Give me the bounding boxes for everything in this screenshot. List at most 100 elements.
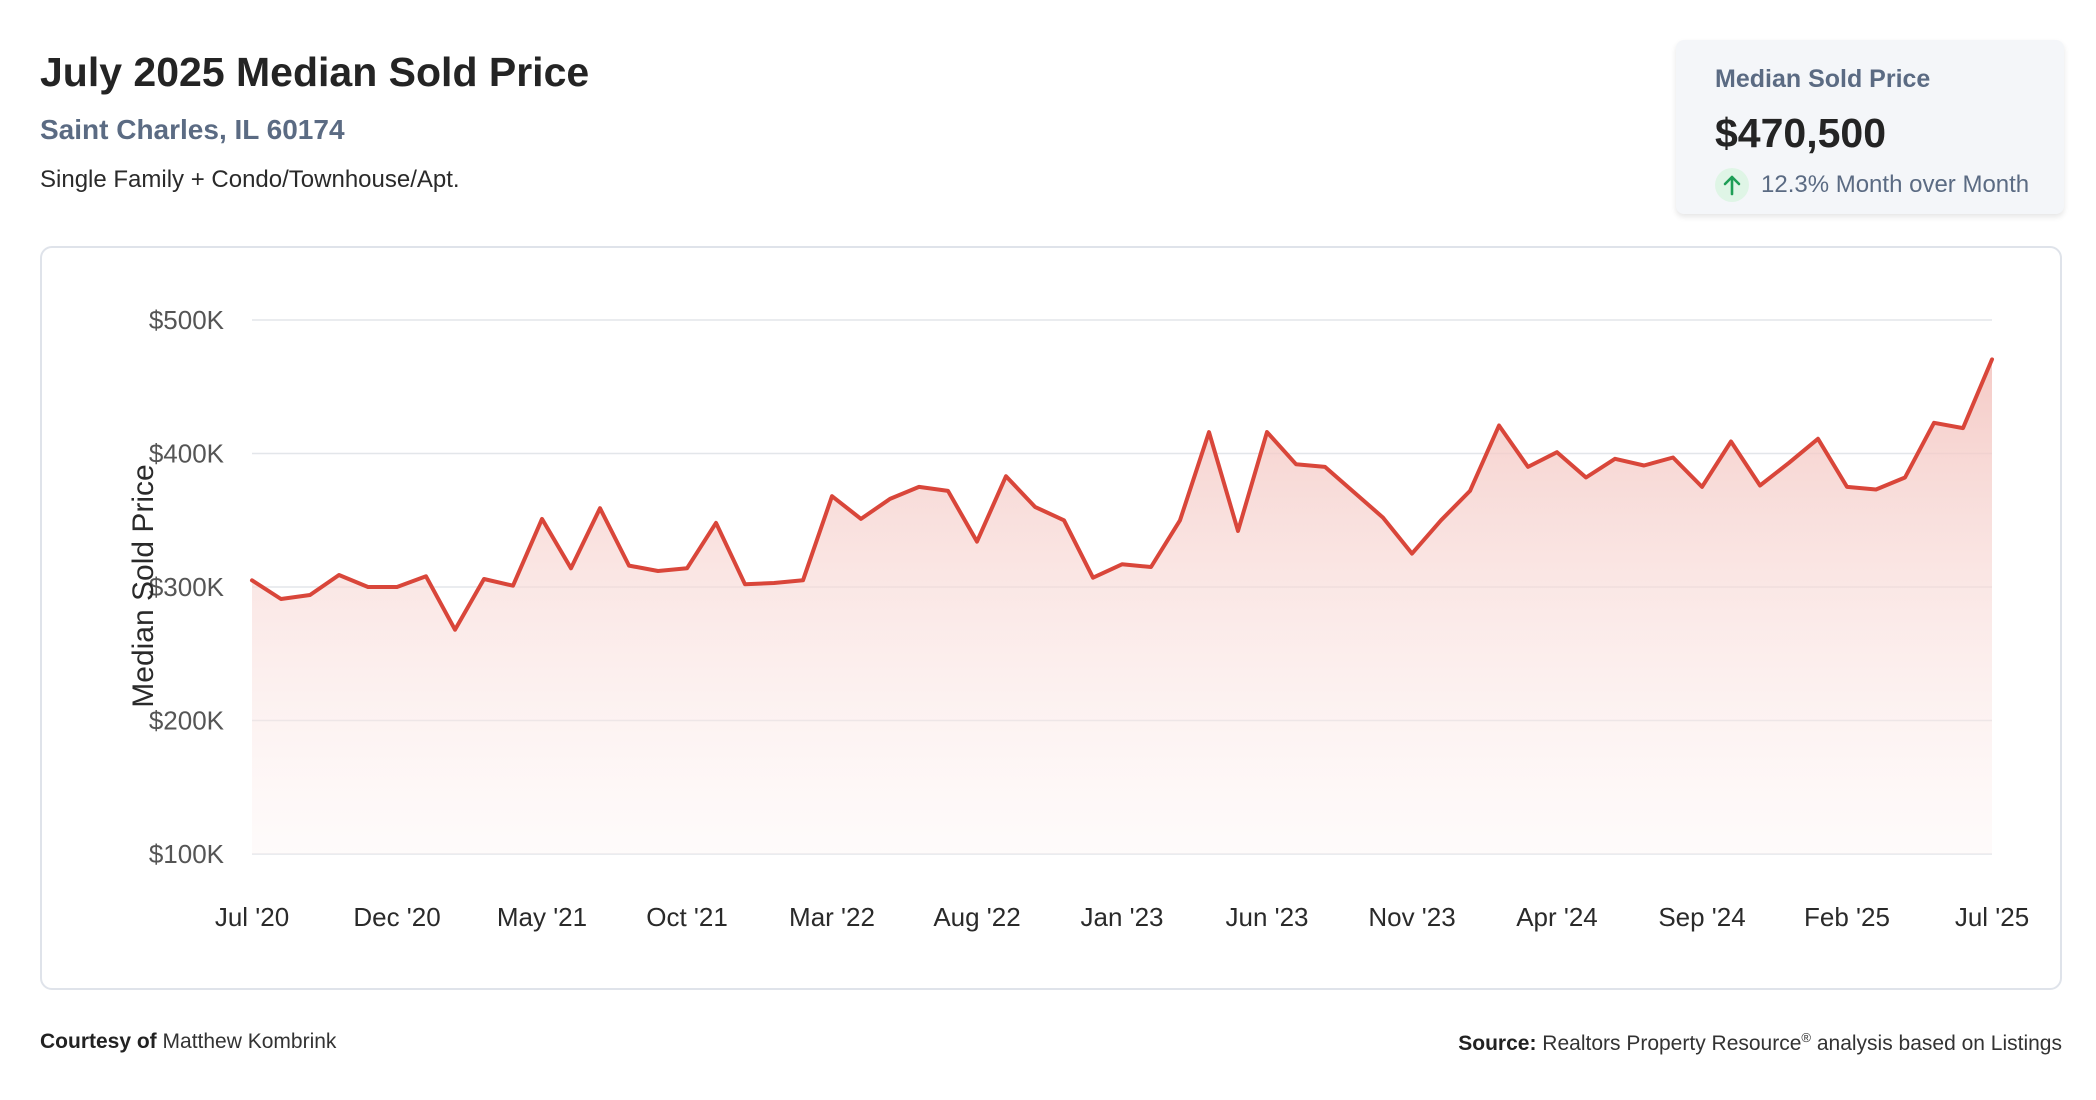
y-tick-label: $400K [149, 439, 225, 469]
y-axis-label: Median Sold Price [127, 464, 160, 707]
courtesy-footer: Courtesy of Matthew Kombrink [40, 1030, 336, 1054]
source-label: Source: [1458, 1032, 1537, 1055]
data-point[interactable] [1580, 472, 1592, 484]
data-point[interactable] [246, 574, 258, 586]
data-point[interactable] [1667, 452, 1679, 464]
registered-mark: ® [1801, 1030, 1811, 1045]
data-point[interactable] [1754, 480, 1766, 492]
data-point[interactable] [768, 577, 780, 589]
data-point[interactable] [449, 624, 461, 636]
data-point[interactable] [1493, 419, 1505, 431]
data-point[interactable] [1928, 417, 1940, 429]
y-tick-label: $200K [149, 706, 225, 736]
up-arrow-glyph [1723, 175, 1741, 196]
x-axis-ticks: Jul '20 Dec '20 May '21 Oct '21 Mar '22 Aug '… [215, 902, 2029, 932]
kpi-card: Median Sold Price $470,500 12.3% Month o… [1676, 40, 2064, 214]
data-point[interactable] [1638, 460, 1650, 472]
chart-frame: $500K $400K $300K $200K $100K Jul '20 Dec '20… [40, 246, 2062, 990]
data-point[interactable] [1145, 561, 1157, 573]
data-point[interactable] [507, 580, 519, 592]
data-point[interactable] [1203, 426, 1215, 438]
data-point[interactable] [536, 513, 548, 525]
area-fill-path [252, 359, 1992, 854]
data-point[interactable] [681, 562, 693, 574]
data-point[interactable] [391, 581, 403, 593]
data-point[interactable] [623, 560, 635, 572]
data-point[interactable] [971, 536, 983, 548]
x-tick-label: Dec '20 [353, 902, 440, 932]
x-tick-label: Mar '22 [789, 902, 875, 932]
source-text: Realtors Property Resource [1542, 1032, 1802, 1055]
data-point[interactable] [275, 593, 287, 605]
data-point[interactable] [797, 574, 809, 586]
data-point[interactable] [1000, 470, 1012, 482]
data-point[interactable] [1551, 446, 1563, 458]
data-point[interactable] [942, 485, 954, 497]
data-point[interactable] [1406, 548, 1418, 560]
kpi-change-text: 12.3% Month over Month [1761, 171, 2030, 198]
data-point[interactable] [913, 481, 925, 493]
x-tick-label: May '21 [497, 902, 587, 932]
data-point[interactable] [1435, 514, 1447, 526]
data-point[interactable] [1058, 514, 1070, 526]
data-point[interactable] [1725, 435, 1737, 447]
data-point[interactable] [1319, 461, 1331, 473]
x-tick-label: Jul '25 [1955, 902, 2029, 932]
source-suffix: analysis based on Listings [1811, 1032, 2062, 1055]
data-point[interactable] [1232, 525, 1244, 537]
data-point[interactable] [826, 490, 838, 502]
data-point[interactable] [1783, 457, 1795, 469]
x-tick-label: Apr '24 [1516, 902, 1598, 932]
data-point[interactable] [1290, 458, 1302, 470]
data-point[interactable] [1841, 481, 1853, 493]
data-point[interactable] [710, 517, 722, 529]
property-type-label: Single Family + Condo/Townhouse/Apt. [40, 166, 460, 193]
courtesy-name: Matthew Kombrink [162, 1030, 337, 1053]
data-point[interactable] [1174, 514, 1186, 526]
data-point[interactable] [1986, 353, 1998, 365]
data-point[interactable] [333, 569, 345, 581]
x-tick-label: Nov '23 [1368, 902, 1455, 932]
data-point[interactable] [1348, 486, 1360, 498]
data-point[interactable] [1870, 484, 1882, 496]
data-point[interactable] [855, 513, 867, 525]
data-point[interactable] [1464, 485, 1476, 497]
x-tick-label: Feb '25 [1804, 902, 1890, 932]
x-tick-label: Aug '22 [933, 902, 1020, 932]
data-point[interactable] [1116, 558, 1128, 570]
up-arrow-icon [1715, 168, 1749, 202]
x-tick-label: Jan '23 [1080, 902, 1163, 932]
x-tick-label: Sep '24 [1658, 902, 1745, 932]
x-tick-label: Oct '21 [646, 902, 728, 932]
data-point[interactable] [1087, 572, 1099, 584]
source-footer: Source: Realtors Property Resource® anal… [1458, 1030, 2062, 1056]
series-line [250, 357, 1994, 632]
data-point[interactable] [420, 570, 432, 582]
data-point[interactable] [1696, 481, 1708, 493]
data-point[interactable] [1261, 426, 1273, 438]
data-point[interactable] [1957, 422, 1969, 434]
kpi-value: $470,500 [1715, 110, 1887, 156]
data-point[interactable] [739, 578, 751, 590]
kpi-change: 12.3% Month over Month [1715, 168, 2064, 202]
data-point[interactable] [1029, 501, 1041, 513]
data-point[interactable] [1812, 433, 1824, 445]
data-point[interactable] [594, 502, 606, 514]
data-point[interactable] [1522, 461, 1534, 473]
x-tick-label: Jul '20 [215, 902, 289, 932]
y-tick-label: $300K [149, 572, 225, 602]
data-point[interactable] [565, 562, 577, 574]
median-price-chart: $500K $400K $300K $200K $100K Jul '20 Dec '20… [127, 305, 2029, 932]
data-point[interactable] [1377, 512, 1389, 524]
page-title: July 2025 Median Sold Price [40, 49, 590, 95]
data-point[interactable] [478, 573, 490, 585]
y-tick-label: $500K [149, 305, 225, 335]
data-point[interactable] [1899, 472, 1911, 484]
data-point[interactable] [884, 493, 896, 505]
courtesy-label: Courtesy of [40, 1030, 157, 1053]
data-point[interactable] [362, 581, 374, 593]
data-point[interactable] [1609, 453, 1621, 465]
data-point[interactable] [304, 589, 316, 601]
data-point[interactable] [652, 565, 664, 577]
series-line-layer [250, 357, 1994, 632]
